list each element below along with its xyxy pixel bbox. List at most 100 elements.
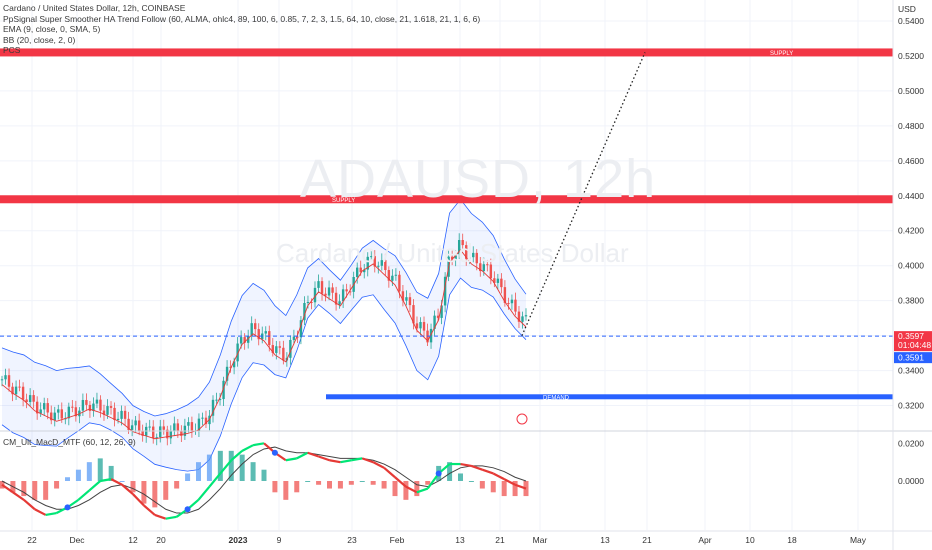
macd-histogram-bar xyxy=(152,481,158,508)
bollinger-bands xyxy=(1,198,527,472)
x-tick-label: 10 xyxy=(745,535,755,545)
y-tick-label: 0.5000 xyxy=(898,86,924,96)
macd-line-segment xyxy=(241,444,254,452)
candle-body xyxy=(380,260,384,266)
macd-histogram-bar xyxy=(108,465,114,481)
macd-line-segment xyxy=(197,485,211,501)
candle-body xyxy=(106,406,109,415)
current-price-tag xyxy=(894,331,932,352)
projection-line xyxy=(521,52,646,336)
chart-legend: Cardano / United States Dollar, 12h, COI… xyxy=(3,3,480,56)
candle-body xyxy=(155,437,158,439)
macd-histogram-bar xyxy=(327,481,332,489)
macd-histogram-bar xyxy=(294,481,300,493)
macd-line-segment xyxy=(110,478,123,486)
macd-histogram-bar xyxy=(305,481,311,482)
macd-y-tick-label: 0.0000 xyxy=(898,476,924,486)
bb-fill xyxy=(2,199,526,472)
macd-line-segment xyxy=(1,483,14,494)
candle-body xyxy=(436,315,440,318)
macd-histogram-bar xyxy=(468,481,474,482)
currency-label: USD xyxy=(898,4,916,14)
legend-indicator-pcs[interactable]: PCS xyxy=(3,45,21,55)
macd-line-segment xyxy=(219,459,233,475)
candle-body xyxy=(18,386,21,388)
candle-body xyxy=(215,399,218,401)
macd-histogram-bar xyxy=(119,481,125,482)
x-tick-label: 12 xyxy=(128,535,138,545)
candle-body xyxy=(387,270,391,281)
y-tick-label: 0.5200 xyxy=(898,51,924,61)
demand-zone xyxy=(326,394,893,400)
macd-line-segment xyxy=(460,462,472,468)
macd-histogram-bar xyxy=(54,481,60,489)
candle-body xyxy=(102,410,106,415)
candle-body xyxy=(180,431,183,436)
macd-legend[interactable]: CM_Ult_MacD_MTF (60, 12, 26, 9) xyxy=(3,437,136,447)
countdown-value: 01:04:48 xyxy=(898,340,931,350)
macd-histogram-bar xyxy=(261,469,267,481)
candle-body xyxy=(401,291,405,301)
legend-title[interactable]: Cardano / United States Dollar, 12h, COI… xyxy=(3,3,186,13)
candle-body xyxy=(363,269,366,273)
macd-histogram-bar xyxy=(174,481,180,489)
macd-histogram-bar xyxy=(228,450,234,481)
candle-body xyxy=(50,412,53,421)
macd-line-segment xyxy=(394,476,407,488)
macd-line-segment xyxy=(143,504,156,516)
candle-body xyxy=(197,418,201,431)
candle-body xyxy=(123,410,127,419)
legend-indicator-ema[interactable]: EMA (9, close, 0, SMA, 5) xyxy=(3,24,101,34)
candle-body xyxy=(35,401,39,414)
candle-body xyxy=(475,252,478,264)
macd-line-segment xyxy=(405,485,418,494)
macd-line-segment xyxy=(296,451,309,460)
candle-body xyxy=(514,299,517,312)
macd-line-segment xyxy=(208,472,222,488)
candle-body xyxy=(176,423,180,432)
x-tick-label: Dec xyxy=(69,535,85,545)
x-tick-label: 13 xyxy=(455,535,465,545)
macd-line-segment xyxy=(307,451,319,458)
legend-indicator-bb[interactable]: BB (20, close, 2, 0) xyxy=(3,34,76,45)
candle-body xyxy=(71,406,74,408)
candle-body xyxy=(39,409,42,414)
candle-body xyxy=(141,430,144,436)
candle-body xyxy=(422,322,426,331)
candle-body xyxy=(67,406,71,419)
candle-body xyxy=(405,297,408,301)
macd-histogram-bar xyxy=(163,481,169,500)
x-tick-label: Apr xyxy=(698,535,711,545)
macd-line-segment xyxy=(514,483,527,490)
ema-line xyxy=(1,249,527,440)
candle-body xyxy=(257,329,260,340)
supply-demand-zones: SUPPLY SUPPLY DEMAND xyxy=(0,48,893,425)
macd-cross-dot xyxy=(271,449,278,456)
candle-body xyxy=(303,302,306,321)
candle-body xyxy=(268,331,271,346)
candle-body xyxy=(159,426,162,438)
second-price-tag xyxy=(894,352,932,364)
macd-histogram-bar xyxy=(21,481,27,497)
candle-body xyxy=(74,407,78,417)
candle-body xyxy=(457,239,461,255)
x-tick-label: May xyxy=(850,535,867,545)
candle-body xyxy=(355,267,359,277)
candle-body xyxy=(254,323,257,330)
macd-signal-line xyxy=(1,446,527,514)
macd-cross-dot xyxy=(435,470,442,477)
candle-body xyxy=(306,301,310,303)
x-tick-label: 22 xyxy=(27,535,37,545)
macd-line-segment xyxy=(426,472,440,490)
candle-body xyxy=(113,407,116,420)
legend-indicator-ppsignal[interactable]: PpSignal Super Smoother HA Trend Follow … xyxy=(3,13,481,24)
macd-histogram-bar xyxy=(43,481,49,500)
macd-line-segment xyxy=(416,487,429,494)
macd-line-segment xyxy=(372,461,385,469)
candle-body xyxy=(310,301,313,303)
candle-body xyxy=(443,276,447,306)
candle-body xyxy=(166,429,169,439)
candle-body xyxy=(366,256,369,270)
candle-body xyxy=(116,418,120,420)
